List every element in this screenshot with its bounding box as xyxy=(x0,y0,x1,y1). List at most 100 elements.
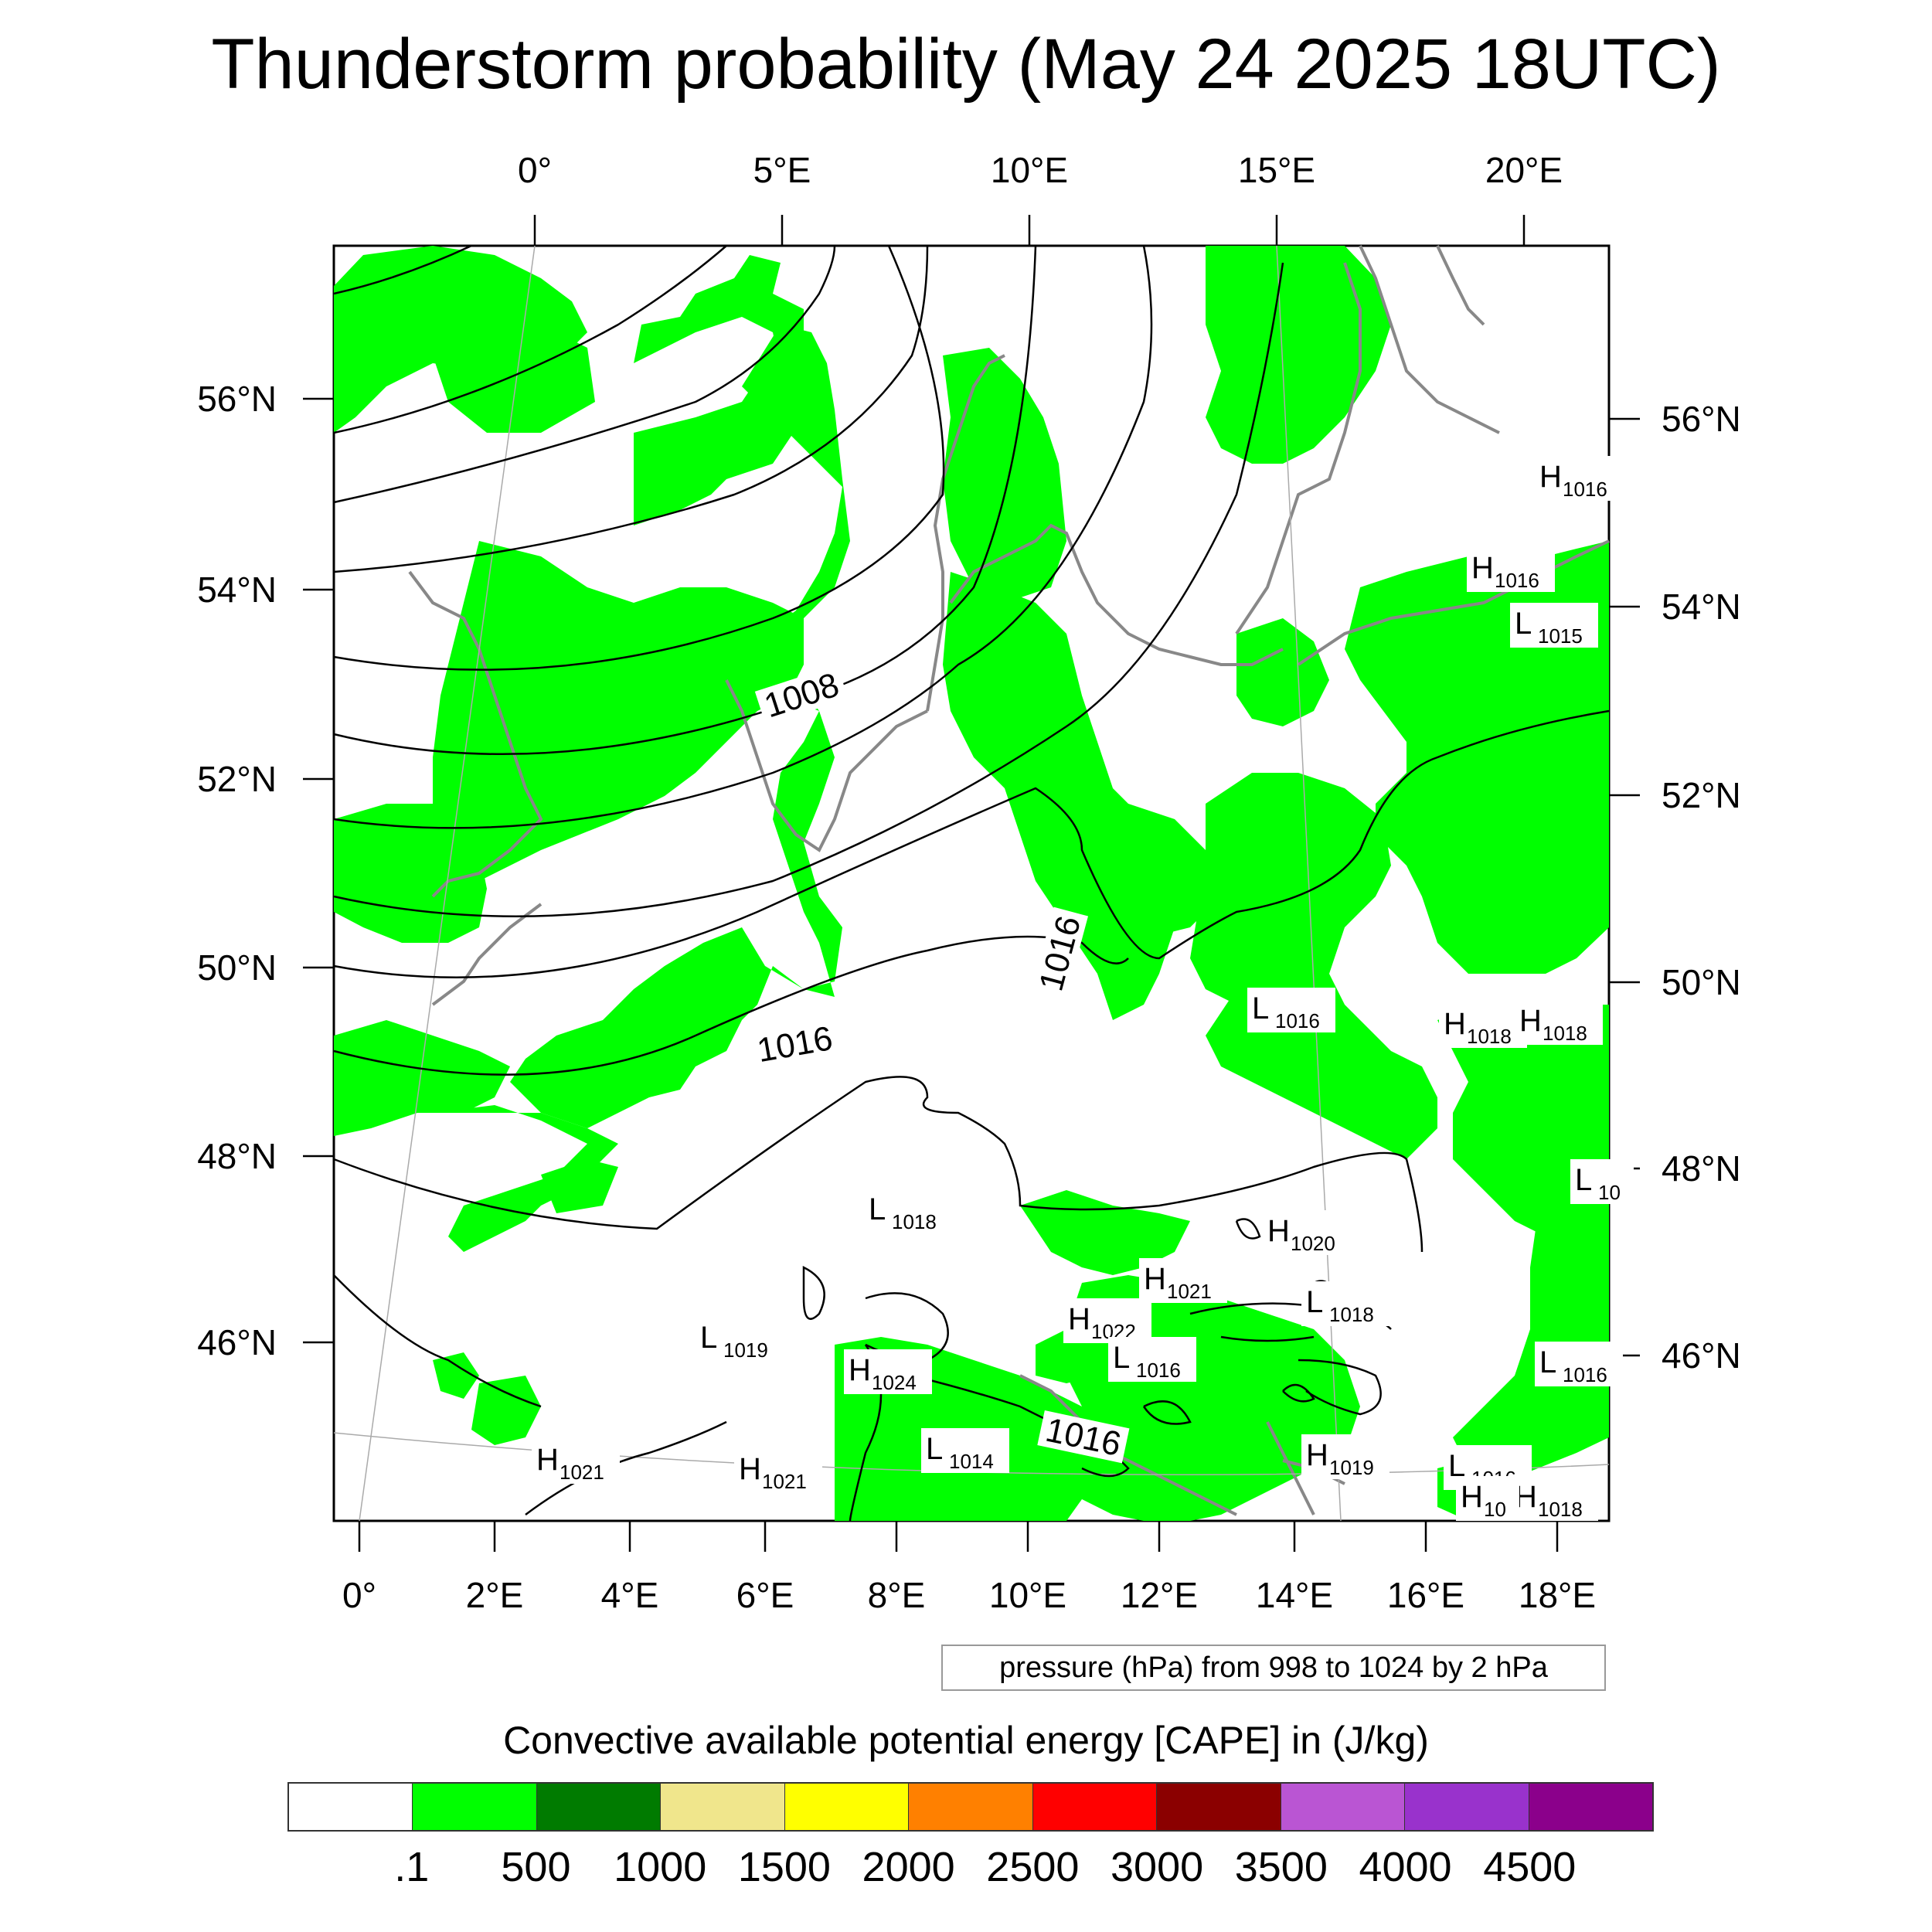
legend-labels: .1 500 1000 1500 2000 2500 3000 3500 4000 4500 xyxy=(0,1842,1932,1896)
pressure-center-type: H xyxy=(1444,1007,1466,1041)
pressure-center-type: L xyxy=(700,1321,717,1355)
legend-label: 2000 xyxy=(862,1844,955,1890)
pressure-center-type: H xyxy=(1267,1214,1290,1248)
pressure-center-value: 1020 xyxy=(1291,1232,1335,1255)
pressure-center-label: L 1016 xyxy=(1535,1342,1623,1386)
right-lat-label: 50°N xyxy=(1662,962,1741,1002)
pressure-center-type: L xyxy=(1113,1341,1130,1375)
top-lon-label: 5°E xyxy=(753,150,811,190)
pressure-center-value: 1024 xyxy=(872,1371,917,1394)
pressure-center-type: L xyxy=(1539,1345,1556,1379)
legend-label: 1000 xyxy=(614,1844,707,1890)
pressure-center-value: 1016 xyxy=(1495,569,1539,592)
legend-swatch xyxy=(536,1784,662,1830)
pressure-center-label: H 1021 xyxy=(532,1439,620,1484)
pressure-center-label: L 1018 xyxy=(864,1189,952,1233)
bottom-lon-label: 12°E xyxy=(1121,1575,1198,1615)
top-lon-label: 0° xyxy=(518,150,552,190)
pressure-center-type: L xyxy=(1448,1449,1465,1483)
pressure-center-value: 1016 xyxy=(1136,1359,1181,1382)
pressure-center-value: 1018 xyxy=(1543,1022,1587,1045)
pressure-center-label: H 1020 xyxy=(1263,1210,1351,1255)
pressure-center-label: L 1016 xyxy=(1108,1337,1196,1382)
pressure-center-value: 1015 xyxy=(1538,624,1583,648)
pressure-center-label: H 10 xyxy=(1456,1476,1519,1521)
pressure-center-label: H 1016 xyxy=(1535,456,1623,501)
bottom-lon-labels: 0° 2°E 4°E 6°E 8°E 10°E 12°E 14°E 16°E 1… xyxy=(342,1575,1596,1615)
pressure-center-value: 1016 xyxy=(1563,478,1607,501)
pressure-center-type: L xyxy=(1306,1285,1323,1319)
axis-ticks xyxy=(303,215,1640,1552)
legend-bar xyxy=(287,1782,1654,1832)
pressure-center-label: L 1015 xyxy=(1510,603,1598,648)
left-lat-label: 52°N xyxy=(197,759,277,799)
legend-label: 4000 xyxy=(1359,1844,1452,1890)
pressure-center-label: L 1019 xyxy=(696,1317,784,1362)
left-lat-label: 46°N xyxy=(197,1322,277,1362)
bottom-lon-label: 0° xyxy=(342,1575,376,1615)
pressure-center-label: H 1019 xyxy=(1301,1434,1389,1479)
right-lat-label: 52°N xyxy=(1662,775,1741,815)
legend-swatch xyxy=(1157,1784,1281,1830)
legend-title: Convective available potential energy [C… xyxy=(503,1719,1429,1762)
pressure-center-type: H xyxy=(1068,1302,1090,1336)
chart-title: Thunderstorm probability (May 24 2025 18… xyxy=(211,25,1721,104)
pressure-center-type: H xyxy=(1144,1262,1166,1296)
pressure-center-type: H xyxy=(1539,460,1562,494)
legend-swatch xyxy=(784,1784,910,1830)
pressure-center-value: 1021 xyxy=(762,1470,807,1493)
top-lon-labels: 0° 5°E 10°E 15°E 20°E xyxy=(518,150,1563,190)
pressure-center-type: H xyxy=(536,1443,559,1477)
left-lat-label: 48°N xyxy=(197,1136,277,1176)
pressure-center-label: H 1024 xyxy=(844,1349,932,1394)
legend-swatch xyxy=(1529,1784,1652,1830)
legend-swatch xyxy=(289,1784,413,1830)
right-lat-label: 46°N xyxy=(1662,1335,1741,1376)
pressure-center-label: H 1021 xyxy=(734,1448,822,1493)
pressure-center-type: L xyxy=(926,1432,943,1466)
bottom-lon-label: 14°E xyxy=(1256,1575,1333,1615)
pressure-center-value: 1016 xyxy=(1275,1009,1320,1032)
pressure-center-type: H xyxy=(1306,1438,1328,1472)
top-lon-label: 15°E xyxy=(1238,150,1315,190)
pressure-center-value: 1021 xyxy=(1167,1280,1212,1303)
legend-label: 2500 xyxy=(986,1844,1080,1890)
pressure-center-value: 1018 xyxy=(1538,1498,1583,1521)
legend-label: 500 xyxy=(501,1844,571,1890)
pressure-center-type: L xyxy=(869,1192,886,1226)
bottom-lon-label: 18°E xyxy=(1519,1575,1596,1615)
pressure-center-value: 1019 xyxy=(1329,1456,1374,1479)
coastlines xyxy=(408,245,1610,1516)
top-lon-label: 20°E xyxy=(1485,150,1563,190)
legend-label: .1 xyxy=(394,1844,430,1890)
legend-swatch xyxy=(1281,1784,1406,1830)
bottom-lon-label: 4°E xyxy=(601,1575,659,1615)
pressure-center-label: H 1018 xyxy=(1439,1003,1527,1048)
pressure-center-label: H 1018 xyxy=(1515,1000,1603,1045)
bottom-lon-label: 2°E xyxy=(466,1575,524,1615)
left-lat-label: 50°N xyxy=(197,947,277,988)
pressure-center-type: H xyxy=(739,1452,761,1486)
legend-label: 1500 xyxy=(737,1844,831,1890)
pressure-center-value: 10 xyxy=(1484,1498,1506,1521)
legend-swatch xyxy=(909,1784,1033,1830)
top-lon-label: 10°E xyxy=(991,150,1068,190)
pressure-center-type: H xyxy=(1519,1004,1542,1038)
legend-swatch xyxy=(661,1784,785,1830)
pressure-center-label: L 1018 xyxy=(1301,1281,1389,1326)
isobar-labels: 1008 1016 1016 1016 xyxy=(749,665,1130,1464)
right-lat-label: 54°N xyxy=(1662,587,1741,627)
right-lat-label: 48°N xyxy=(1662,1148,1741,1189)
pressure-center-type: L xyxy=(1252,992,1269,1026)
pressure-center-value: 1018 xyxy=(1467,1025,1512,1048)
right-lat-labels: 56°N 54°N 52°N 50°N 48°N 46°N xyxy=(1662,399,1741,1376)
bottom-lon-label: 10°E xyxy=(989,1575,1066,1615)
pressure-center-label: L 10 xyxy=(1570,1159,1634,1204)
legend-label: 4500 xyxy=(1483,1844,1577,1890)
legend-swatch xyxy=(1405,1784,1529,1830)
pressure-center-value: 10 xyxy=(1598,1181,1621,1204)
legend-swatch xyxy=(1032,1784,1158,1830)
right-lat-label: 56°N xyxy=(1662,399,1741,439)
